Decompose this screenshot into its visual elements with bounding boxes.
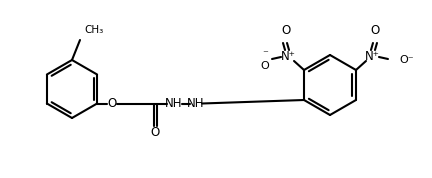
Text: O⁻: O⁻ [399, 55, 413, 65]
Text: NH: NH [165, 97, 183, 110]
Text: O: O [281, 23, 291, 36]
Text: O: O [370, 23, 380, 36]
Text: O: O [150, 126, 160, 139]
Text: N⁺: N⁺ [365, 49, 379, 62]
Text: O: O [108, 97, 117, 110]
Text: NH: NH [187, 97, 205, 110]
Text: ⁻
O: ⁻ O [260, 49, 270, 71]
Text: CH₃: CH₃ [84, 25, 103, 35]
Text: N⁺: N⁺ [280, 49, 295, 62]
